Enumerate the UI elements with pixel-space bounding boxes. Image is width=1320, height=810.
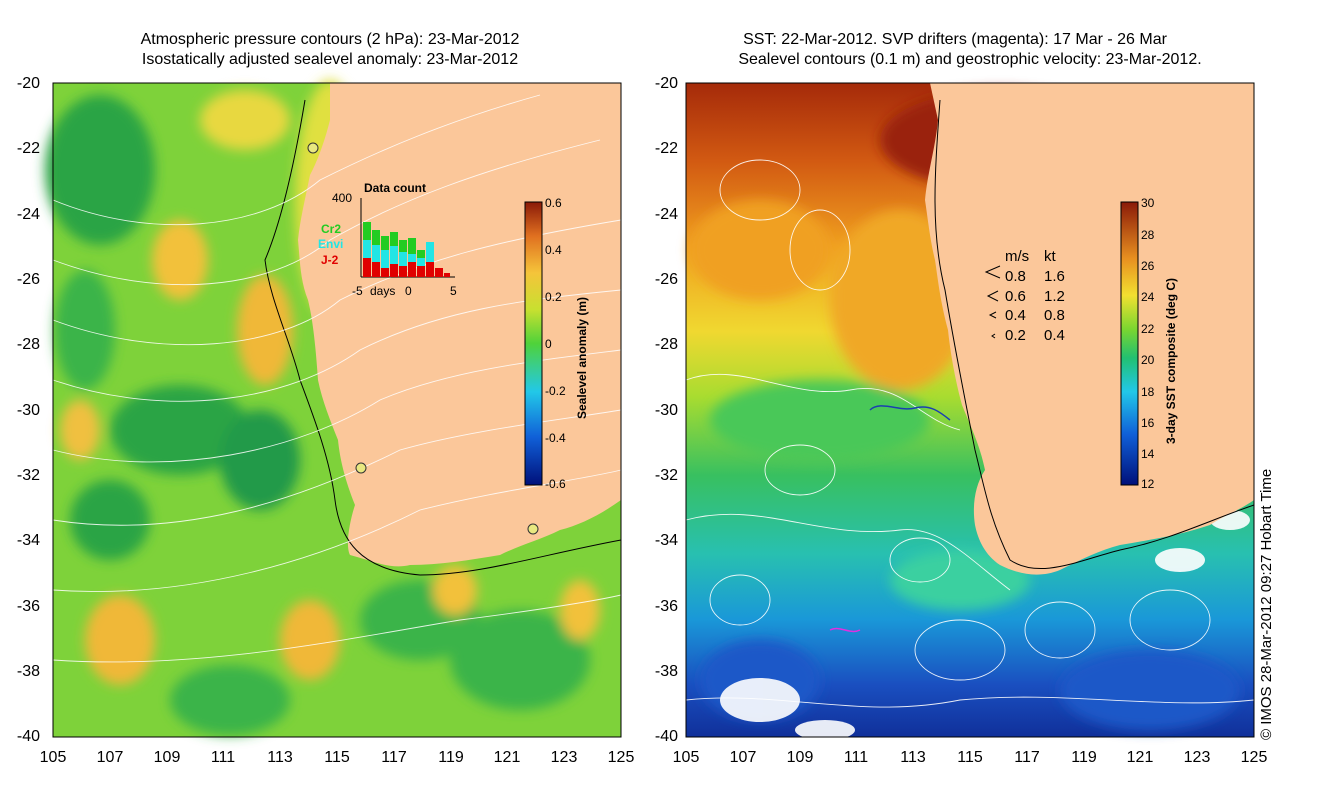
inset-xtick-right: 5	[450, 284, 457, 298]
lon-tick: 113	[900, 749, 926, 766]
ssla-cb-tick: -0.4	[545, 431, 566, 445]
sst-cb-tick: 28	[1141, 228, 1155, 242]
lon-tick: 117	[1014, 749, 1040, 766]
inset-xtick-mid: 0	[405, 284, 412, 298]
velocity-row-kt: 1.6	[1044, 268, 1065, 285]
velocity-row-ms: 0.2	[1005, 327, 1026, 344]
velocity-row-ms: 0.6	[1005, 288, 1026, 305]
velocity-header-kt: kt	[1044, 248, 1056, 265]
lon-tick: 125	[607, 749, 635, 766]
ssla-cb-tick: -0.2	[545, 384, 566, 398]
velocity-row-ms: 0.4	[1005, 307, 1026, 324]
lat-tick: -22	[16, 140, 40, 157]
lon-tick: 123	[550, 749, 578, 766]
ssla-cb-tick: -0.6	[545, 477, 566, 491]
lat-tick: -40	[654, 728, 678, 745]
sst-cb-tick: 20	[1141, 353, 1155, 367]
lat-tick: -38	[654, 663, 678, 680]
lat-tick: -36	[16, 598, 40, 615]
sst-cb-tick: 14	[1141, 447, 1155, 461]
lon-tick: 105	[672, 749, 700, 766]
inset-ymax: 400	[332, 191, 353, 205]
lon-tick: 111	[843, 749, 869, 766]
lon-tick: 119	[438, 749, 464, 766]
lon-tick: 119	[1071, 749, 1097, 766]
sst-cb-tick: 16	[1141, 416, 1155, 430]
lon-tick: 107	[96, 749, 124, 766]
inset-xlabel: days	[370, 284, 396, 298]
lat-tick: -28	[654, 336, 678, 353]
inset-bars	[363, 222, 450, 277]
velocity-row-kt: 0.8	[1044, 307, 1065, 324]
lon-tick: 111	[210, 749, 236, 766]
lon-tick: 117	[381, 749, 407, 766]
right-map	[685, 82, 1255, 740]
ssla-blobs	[45, 80, 600, 735]
lat-tick: -28	[16, 336, 40, 353]
lat-tick: -34	[16, 532, 40, 549]
lat-tick: -30	[16, 402, 40, 419]
velocity-row-ms: 0.8	[1005, 268, 1026, 285]
left-title-line1: Atmospheric pressure contours (2 hPa): 2…	[140, 31, 520, 48]
left-map	[45, 80, 622, 738]
inset-legend-cr2: Cr2	[321, 222, 342, 236]
lat-tick: -20	[16, 75, 40, 92]
right-title-line2: Sealevel contours (0.1 m) and geostrophi…	[738, 51, 1202, 68]
lon-tick: 109	[786, 749, 814, 766]
right-title-line1: SST: 22-Mar-2012. SVP drifters (magenta)…	[743, 31, 1167, 48]
lat-tick: -32	[16, 467, 40, 484]
lon-tick: 125	[1240, 749, 1268, 766]
inset-legend-envi: Envi	[318, 237, 344, 251]
inset-legend-j2: J-2	[321, 253, 339, 267]
lon-tick: 107	[729, 749, 757, 766]
sst-cb-tick: 22	[1141, 322, 1155, 336]
ssla-cb-tick: 0.2	[545, 290, 562, 304]
ssla-cb-tick: 0	[545, 337, 552, 351]
sst-cb-tick: 30	[1141, 196, 1155, 210]
sst-cb-tick: 26	[1141, 259, 1155, 273]
velocity-header-ms: m/s	[1005, 248, 1030, 265]
data-count-inset	[360, 198, 455, 278]
lon-tick: 113	[267, 749, 293, 766]
lat-tick: -24	[654, 206, 678, 223]
lat-tick: -32	[654, 467, 678, 484]
lat-tick: -36	[654, 598, 678, 615]
ssla-cb-tick: 0.6	[545, 196, 562, 210]
lon-tick: 115	[324, 749, 350, 766]
imos-credit: © IMOS 28-Mar-2012 09:27 Hobart Time	[1258, 468, 1275, 740]
velocity-row-kt: 1.2	[1044, 288, 1065, 305]
velocity-row-kt: 0.4	[1044, 327, 1065, 344]
sst-cb-tick: 18	[1141, 385, 1155, 399]
sst-colorbar-label: 3-day SST composite (deg C)	[1164, 277, 1178, 444]
lat-tick: -24	[16, 206, 40, 223]
lat-tick: -40	[16, 728, 40, 745]
lat-tick: -20	[654, 75, 678, 92]
inset-title: Data count	[364, 181, 427, 195]
lon-tick: 115	[957, 749, 983, 766]
lon-tick: 109	[153, 749, 181, 766]
sst-cb-tick: 24	[1141, 290, 1155, 304]
sst-cb-tick: 12	[1141, 477, 1155, 491]
sst-colorbar	[1120, 201, 1139, 486]
ssla-colorbar-label: Sealevel anomaly (m)	[575, 296, 589, 419]
ssla-cb-tick: 0.4	[545, 243, 562, 257]
lat-tick: -38	[16, 663, 40, 680]
left-title-line2: Isostatically adjusted sealevel anomaly:…	[141, 51, 519, 68]
lat-tick: -22	[654, 140, 678, 157]
lat-tick: -34	[654, 532, 678, 549]
lat-tick: -26	[16, 271, 40, 288]
lon-tick: 105	[39, 749, 67, 766]
lat-tick: -30	[654, 402, 678, 419]
lon-tick: 121	[493, 749, 521, 766]
lon-tick: 121	[1126, 749, 1154, 766]
inset-xtick-left: -5	[352, 284, 363, 298]
lon-tick: 123	[1183, 749, 1211, 766]
lat-tick: -26	[654, 271, 678, 288]
velocity-legend-arrows	[984, 265, 1001, 339]
ssla-colorbar	[524, 201, 543, 486]
